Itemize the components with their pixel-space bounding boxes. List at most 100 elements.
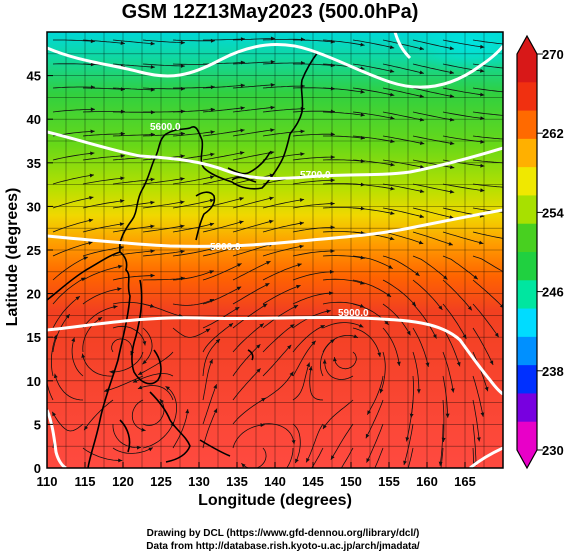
streamline-arrowhead <box>205 328 211 333</box>
streamline-arrowhead <box>476 437 481 442</box>
streamline-arrowhead <box>71 337 76 342</box>
streamline-arrowhead <box>388 265 393 269</box>
colorbar-min-arrow <box>517 450 537 468</box>
x-tick-label: 120 <box>112 474 134 489</box>
streamline-arrowhead <box>240 106 245 110</box>
streamline <box>322 39 365 46</box>
streamline-arrowhead <box>142 341 147 346</box>
streamline-arrowhead <box>180 64 185 68</box>
streamline <box>352 207 395 215</box>
streamline <box>352 159 395 166</box>
streamline <box>202 384 217 425</box>
streamline <box>412 255 448 280</box>
streamline-arrowhead <box>511 186 515 190</box>
y-tick-label: 30 <box>27 199 41 214</box>
streamline-arrowhead <box>365 433 370 439</box>
streamline-arrowhead <box>209 270 214 274</box>
streamline <box>82 265 123 281</box>
streamline <box>322 87 365 93</box>
streamline-arrowhead <box>300 129 305 134</box>
colorbar-tick-label: 230 <box>542 443 564 458</box>
streamline-arrowhead <box>240 37 245 42</box>
streamline-arrowhead <box>209 222 215 227</box>
streamline <box>203 38 246 41</box>
colorbar-tick-label: 254 <box>542 205 564 220</box>
streamline-arrowhead <box>260 423 265 427</box>
streamline-arrowhead <box>150 224 155 229</box>
streamline-arrowhead <box>80 277 86 282</box>
streamline-arrowhead <box>180 224 185 229</box>
streamline <box>112 250 155 257</box>
streamline <box>112 178 155 185</box>
streamline-arrowhead <box>270 60 275 64</box>
streamline <box>232 243 274 257</box>
streamline-arrowhead <box>120 154 125 158</box>
streamline <box>472 375 484 417</box>
streamline-arrowhead <box>511 43 515 47</box>
streamline <box>202 220 244 233</box>
streamline-arrowhead <box>53 334 57 340</box>
streamline <box>412 159 455 169</box>
x-tick-label: 155 <box>378 474 400 489</box>
streamline-arrowhead <box>403 460 407 465</box>
streamline <box>172 108 215 113</box>
streamline <box>352 39 395 49</box>
streamline <box>52 108 95 113</box>
colorbar-segment <box>517 280 537 310</box>
streamline <box>412 207 454 219</box>
streamline-arrowhead <box>326 309 331 314</box>
streamline-arrowhead <box>240 128 245 133</box>
streamline <box>173 86 216 89</box>
streamline <box>232 282 270 305</box>
streamline <box>172 199 215 209</box>
streamline <box>472 87 503 93</box>
streamline <box>47 380 54 401</box>
streamline <box>165 385 177 425</box>
streamline <box>232 106 275 113</box>
streamline <box>142 225 185 233</box>
streamline <box>442 231 484 244</box>
streamline-arrowhead <box>213 408 218 413</box>
streamline <box>82 223 125 233</box>
streamline-arrowhead <box>269 219 274 224</box>
streamline-arrowhead <box>239 151 245 155</box>
streamline-arrowhead <box>396 361 401 366</box>
streamline-arrowhead <box>462 334 467 339</box>
streamline-arrowhead <box>386 292 392 297</box>
streamline-arrowhead <box>270 83 275 87</box>
map-title: GSM 12Z13May2023 (500.0hPa) <box>121 1 419 23</box>
streamline-arrowhead <box>88 241 93 245</box>
streamline-arrowhead <box>180 249 185 254</box>
colorbar-segment <box>517 223 537 253</box>
streamline-arrowhead <box>449 94 455 98</box>
y-tick-label: 0 <box>34 461 41 476</box>
streamline-arrowhead <box>505 272 510 276</box>
streamline <box>382 327 400 366</box>
streamline-arrowhead <box>449 70 454 75</box>
streamline-arrowhead <box>236 286 242 291</box>
streamline <box>202 338 221 377</box>
streamline <box>82 39 125 44</box>
streamline <box>412 39 455 50</box>
streamline-arrowhead <box>450 388 455 393</box>
streamline <box>202 286 242 305</box>
streamline <box>142 277 185 281</box>
streamline <box>52 196 94 209</box>
streamline <box>82 155 125 161</box>
streamline <box>112 134 156 137</box>
streamline-arrowhead <box>366 458 370 463</box>
streamline <box>442 255 479 280</box>
streamline-arrowhead <box>113 305 118 309</box>
y-tick-label: 5 <box>34 417 41 432</box>
streamline-arrowhead <box>270 128 275 133</box>
streamline-arrowhead <box>295 458 299 464</box>
streamline-arrowhead <box>419 94 424 98</box>
streamline <box>112 424 142 449</box>
y-tick-label: 45 <box>27 69 41 84</box>
streamline-arrowhead <box>88 218 94 223</box>
streamline <box>52 313 71 353</box>
streamline-arrowhead <box>81 353 86 358</box>
streamline-arrowhead <box>358 323 364 328</box>
streamline-arrowhead <box>379 388 384 394</box>
streamline <box>232 151 275 161</box>
